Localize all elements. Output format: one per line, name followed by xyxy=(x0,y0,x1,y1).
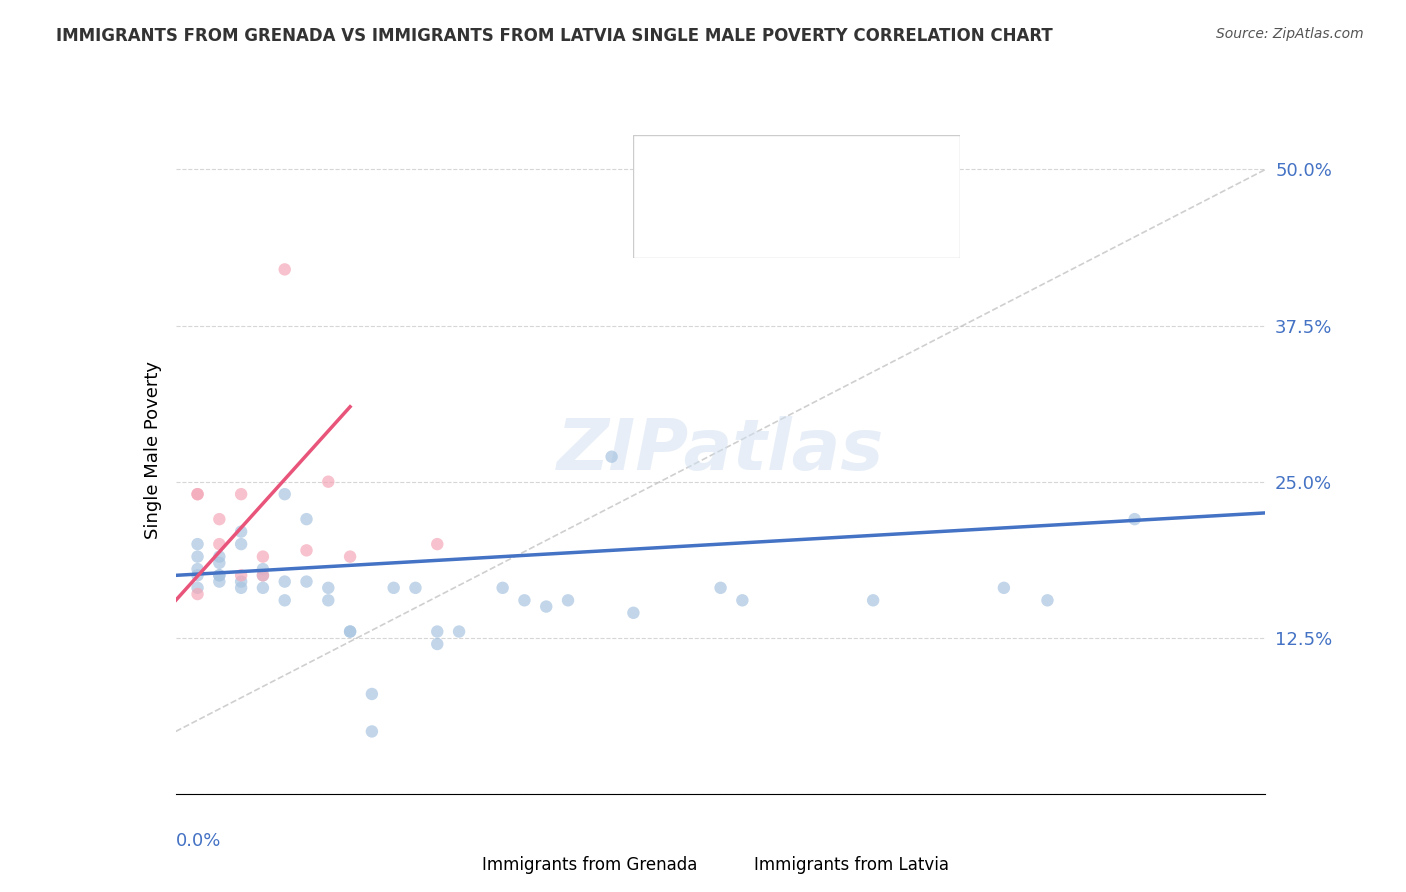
Point xyxy=(731,593,754,607)
Text: ZIPatlas: ZIPatlas xyxy=(557,416,884,485)
Point xyxy=(360,687,382,701)
Text: Source: ZipAtlas.com: Source: ZipAtlas.com xyxy=(1216,27,1364,41)
Point xyxy=(534,599,557,614)
Point xyxy=(600,450,623,464)
Point xyxy=(208,549,231,564)
Point xyxy=(318,581,340,595)
Point xyxy=(252,568,274,582)
Point xyxy=(405,581,427,595)
Point xyxy=(186,587,209,601)
Point xyxy=(208,537,231,551)
Point xyxy=(426,624,449,639)
Point xyxy=(274,487,297,501)
Point xyxy=(186,537,209,551)
Point xyxy=(1036,593,1059,607)
Text: IMMIGRANTS FROM GRENADA VS IMMIGRANTS FROM LATVIA SINGLE MALE POVERTY CORRELATIO: IMMIGRANTS FROM GRENADA VS IMMIGRANTS FR… xyxy=(56,27,1053,45)
Point xyxy=(252,549,274,564)
Point xyxy=(252,581,274,595)
Point xyxy=(710,581,733,595)
Y-axis label: Single Male Poverty: Single Male Poverty xyxy=(143,361,162,540)
Point xyxy=(231,574,253,589)
Point xyxy=(231,537,253,551)
Point xyxy=(492,581,515,595)
Point xyxy=(208,568,231,582)
Point xyxy=(186,568,209,582)
Point xyxy=(318,475,340,489)
Point xyxy=(447,624,470,639)
Point xyxy=(274,262,297,277)
Point xyxy=(318,593,340,607)
Point xyxy=(231,487,253,501)
Point xyxy=(513,593,536,607)
Point xyxy=(382,581,405,595)
Point xyxy=(186,487,209,501)
Point xyxy=(426,537,449,551)
Point xyxy=(231,524,253,539)
Point xyxy=(339,624,361,639)
Point xyxy=(208,574,231,589)
Point xyxy=(274,593,297,607)
Point xyxy=(295,543,318,558)
Point xyxy=(186,562,209,576)
Point xyxy=(208,512,231,526)
Point xyxy=(993,581,1015,595)
Point xyxy=(186,581,209,595)
Point xyxy=(186,487,209,501)
Point xyxy=(360,724,382,739)
FancyBboxPatch shape xyxy=(731,842,775,866)
Text: Immigrants from Grenada: Immigrants from Grenada xyxy=(482,855,697,873)
Point xyxy=(339,549,361,564)
Point xyxy=(426,637,449,651)
Point xyxy=(295,574,318,589)
FancyBboxPatch shape xyxy=(470,842,513,866)
Point xyxy=(252,568,274,582)
Point xyxy=(231,581,253,595)
Point xyxy=(274,574,297,589)
Point xyxy=(621,606,644,620)
Point xyxy=(862,593,884,607)
Point xyxy=(295,512,318,526)
Point xyxy=(186,549,209,564)
Point xyxy=(1123,512,1146,526)
Point xyxy=(252,562,274,576)
Point xyxy=(557,593,579,607)
Point xyxy=(339,624,361,639)
Point xyxy=(208,556,231,570)
Point xyxy=(208,568,231,582)
Text: 0.0%: 0.0% xyxy=(176,831,221,850)
Text: Immigrants from Latvia: Immigrants from Latvia xyxy=(754,855,949,873)
Point xyxy=(231,568,253,582)
